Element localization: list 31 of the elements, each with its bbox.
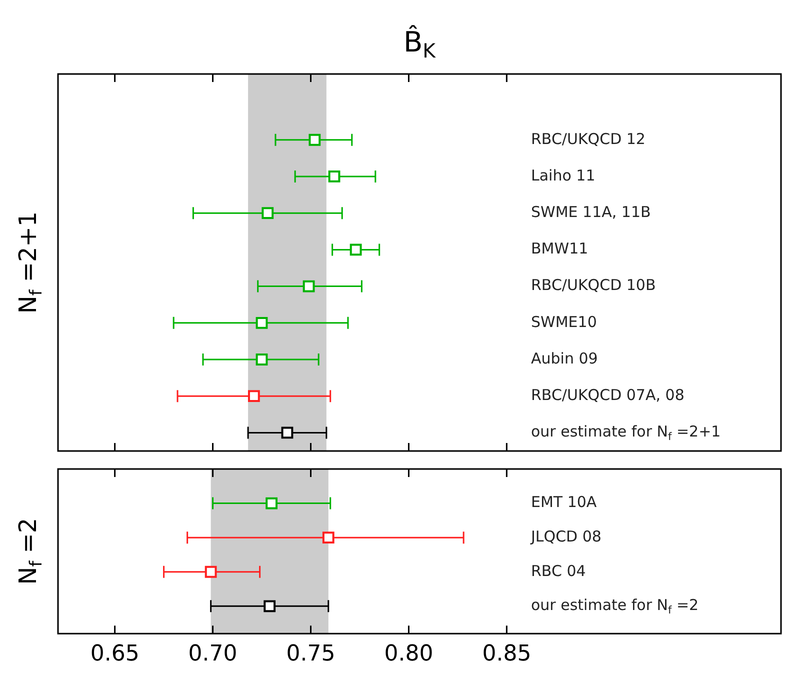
y-tick-label: RBC/UKQCD 07A, 08: [531, 386, 684, 404]
point: [266, 497, 278, 510]
point: [262, 207, 274, 220]
y-tick-label: Aubin 09: [531, 349, 598, 368]
y-tick-label: JLQCD 08: [530, 527, 602, 546]
point: [328, 170, 340, 182]
point: [248, 390, 260, 402]
x-tick-label: 0.75: [286, 642, 336, 667]
point: [350, 244, 362, 256]
y-tick-label: EMT 10A: [531, 493, 598, 512]
x-tick-label: 0.80: [384, 642, 434, 667]
y-tick-label: Laiho 11: [531, 166, 596, 184]
y-axis-title: Nf =2+1: [14, 211, 46, 314]
point: [308, 134, 321, 146]
x-tick-label: 0.85: [482, 642, 532, 667]
x-tick-label: 0.65: [90, 642, 140, 667]
y-tick-label: SWME10: [531, 312, 597, 331]
point: [322, 532, 334, 544]
point: [204, 566, 217, 578]
point: [302, 280, 315, 292]
point: [256, 354, 268, 366]
point: [256, 316, 268, 329]
y-tick-label: RBC/UKQCD 12: [531, 130, 646, 148]
y-axis-title: Nf =2: [14, 518, 46, 585]
y-tick-label: SWME 11A, 11B: [531, 202, 651, 221]
point: [281, 426, 294, 439]
point: [264, 600, 276, 612]
x-tick-label: 0.70: [188, 642, 238, 667]
y-tick-label: RBC/UKQCD 10B: [531, 276, 656, 294]
y-tick-label: RBC 04: [531, 562, 586, 580]
y-tick-label: BMW11: [531, 240, 588, 258]
